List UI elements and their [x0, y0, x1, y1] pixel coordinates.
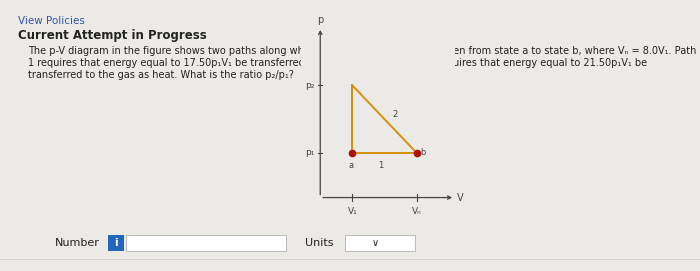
Text: V: V: [456, 193, 463, 202]
Bar: [108, 235, 124, 251]
Text: i: i: [114, 238, 118, 248]
Text: transferred to the gas as heat. What is the ratio p₂/p₁?: transferred to the gas as heat. What is …: [28, 70, 294, 80]
Text: The p-V diagram in the figure shows two paths along which a sample of gas can be: The p-V diagram in the figure shows two …: [28, 46, 696, 56]
Text: Number: Number: [55, 238, 100, 248]
Text: p₁: p₁: [305, 148, 314, 157]
Text: b: b: [420, 148, 426, 157]
Text: V₁: V₁: [347, 207, 357, 217]
Text: 1 requires that energy equal to 17.50p₁V₁ be transferred to the gas as heat. Pat: 1 requires that energy equal to 17.50p₁V…: [28, 58, 647, 68]
Text: Current Attempt in Progress: Current Attempt in Progress: [18, 29, 206, 42]
Text: 1: 1: [379, 161, 384, 170]
Bar: [126, 235, 286, 251]
Text: 2: 2: [393, 110, 398, 119]
Bar: [345, 235, 415, 251]
Text: ∨: ∨: [372, 238, 379, 248]
Text: p₂: p₂: [305, 81, 314, 90]
Text: p: p: [317, 15, 323, 25]
Text: Units: Units: [305, 238, 333, 248]
Text: Vₙ: Vₙ: [412, 207, 421, 217]
Text: a: a: [348, 161, 354, 170]
Text: View Policies: View Policies: [18, 16, 85, 26]
